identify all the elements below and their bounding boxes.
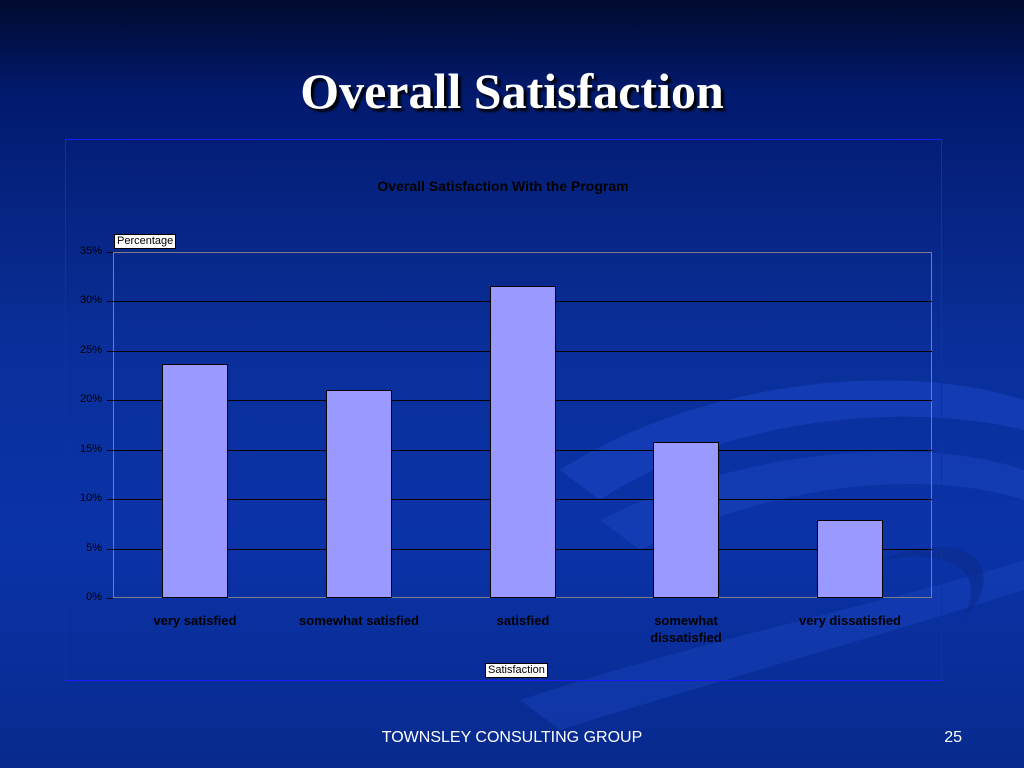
y-tick-mark: [107, 400, 113, 401]
y-tick-label: 10%: [79, 492, 102, 504]
slide-title: Overall Satisfaction: [300, 63, 724, 119]
x-tick-label: satisfied: [496, 613, 550, 628]
bar-somewhat-dissatisfied: [653, 442, 719, 598]
x-axis-label: Satisfaction: [485, 663, 548, 678]
x-tick-label: very dissatisfied: [799, 613, 901, 628]
y-tick-mark: [107, 499, 113, 500]
y-tick-mark: [107, 450, 113, 451]
bar-somewhat-satisfied: [326, 390, 392, 598]
y-tick-label: 35%: [79, 245, 102, 257]
y-axis-label: Percentage: [114, 234, 177, 249]
y-tick-label: 15%: [79, 443, 102, 455]
chart-frame: [65, 139, 942, 681]
y-tick-mark: [107, 598, 113, 599]
bar-very-satisfied: [162, 364, 228, 598]
footer-text: TOWNSLEY CONSULTING GROUP: [381, 729, 643, 746]
bar-satisfied: [490, 286, 556, 598]
x-tick-label: very satisfied: [153, 613, 237, 628]
x-tick-label: somewhat dissatisfied: [650, 613, 722, 645]
y-tick-label: 0%: [86, 591, 102, 603]
y-tick-label: 30%: [79, 294, 102, 306]
y-tick-mark: [107, 301, 113, 302]
y-tick-mark: [107, 351, 113, 352]
page-number: 25: [944, 729, 962, 746]
y-tick-label: 20%: [79, 393, 102, 405]
bar-very-dissatisfied: [817, 520, 883, 598]
y-tick-mark: [107, 549, 113, 550]
chart-title: Overall Satisfaction With the Program: [377, 178, 629, 194]
y-tick-mark: [107, 252, 113, 253]
x-tick-label: somewhat satisfied: [299, 613, 419, 628]
y-tick-label: 5%: [86, 542, 102, 554]
y-tick-label: 25%: [79, 344, 102, 356]
